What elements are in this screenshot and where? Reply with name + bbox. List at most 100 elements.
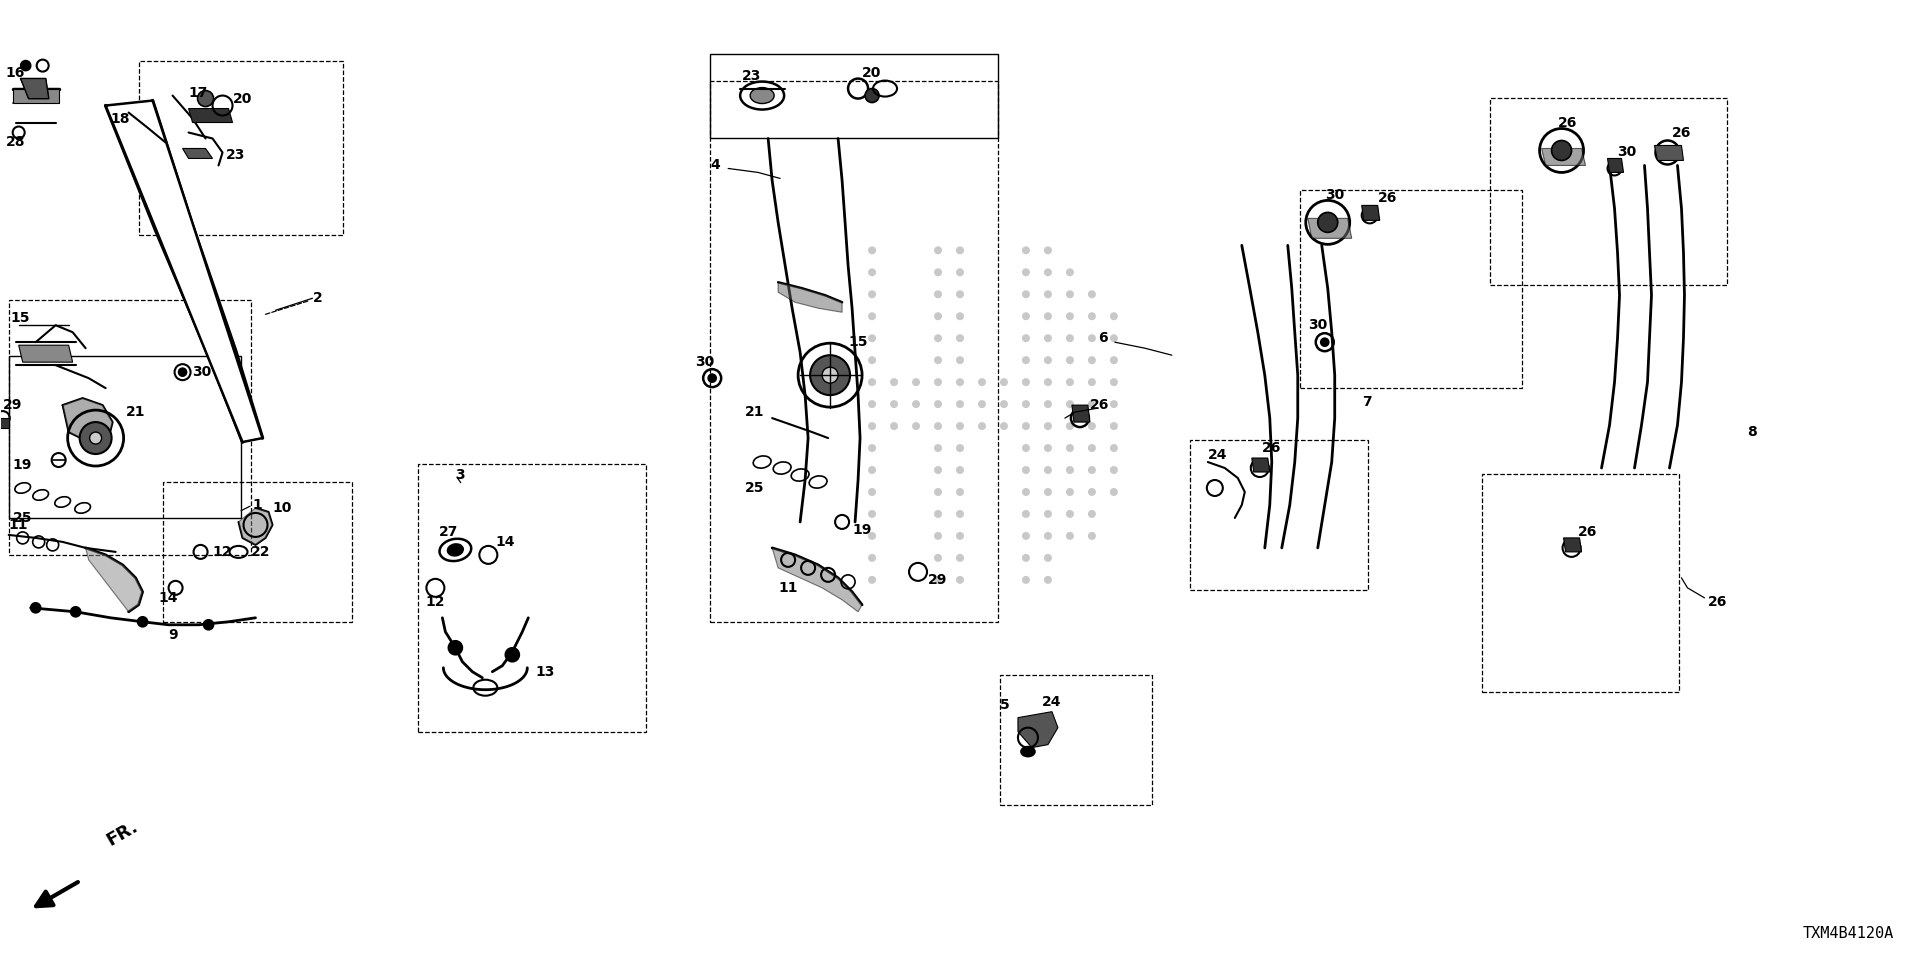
Circle shape [1021, 290, 1029, 299]
Bar [10, 300, 250, 555]
Circle shape [1021, 334, 1029, 342]
Circle shape [977, 422, 987, 430]
Text: 26: 26 [1707, 595, 1726, 609]
Ellipse shape [1021, 747, 1035, 756]
Circle shape [1089, 532, 1096, 540]
Circle shape [71, 607, 81, 617]
Text: 26: 26 [1557, 115, 1576, 130]
Text: FR.: FR. [104, 817, 142, 850]
Circle shape [1066, 356, 1073, 364]
Circle shape [868, 247, 876, 254]
Polygon shape [772, 548, 862, 612]
Circle shape [1021, 356, 1029, 364]
Circle shape [933, 268, 943, 276]
Text: 7: 7 [1361, 396, 1371, 409]
Circle shape [1044, 532, 1052, 540]
Circle shape [956, 400, 964, 408]
Circle shape [977, 378, 987, 386]
Circle shape [868, 268, 876, 276]
Text: 17: 17 [188, 85, 207, 100]
Circle shape [868, 334, 876, 342]
Circle shape [912, 378, 920, 386]
Text: 9: 9 [169, 628, 179, 642]
Circle shape [1089, 510, 1096, 518]
Polygon shape [1563, 538, 1582, 552]
Text: 30: 30 [1617, 146, 1636, 159]
Text: 2: 2 [313, 291, 323, 305]
Circle shape [868, 532, 876, 540]
Text: 30: 30 [1308, 318, 1327, 332]
Circle shape [1044, 488, 1052, 496]
Circle shape [1110, 378, 1117, 386]
Circle shape [1044, 466, 1052, 474]
Circle shape [933, 532, 943, 540]
Circle shape [1110, 400, 1117, 408]
Circle shape [956, 312, 964, 321]
Circle shape [1066, 532, 1073, 540]
Text: 30: 30 [695, 355, 714, 370]
Circle shape [866, 88, 879, 103]
Circle shape [933, 510, 943, 518]
Circle shape [956, 532, 964, 540]
Text: 6: 6 [1098, 331, 1108, 346]
Circle shape [1021, 444, 1029, 452]
Text: 30: 30 [1325, 188, 1344, 203]
Circle shape [1021, 554, 1029, 562]
Circle shape [138, 617, 148, 627]
Circle shape [1021, 378, 1029, 386]
Text: 3: 3 [455, 468, 465, 482]
Text: 28: 28 [6, 135, 25, 150]
Circle shape [1044, 312, 1052, 321]
Text: 29: 29 [927, 573, 947, 587]
Circle shape [1000, 378, 1008, 386]
Circle shape [1089, 312, 1096, 321]
Circle shape [1066, 290, 1073, 299]
Circle shape [1089, 422, 1096, 430]
Polygon shape [63, 398, 113, 442]
Bar [10, 356, 240, 518]
Circle shape [868, 576, 876, 584]
Text: 10: 10 [273, 501, 292, 515]
Text: 25: 25 [745, 481, 764, 495]
Circle shape [891, 378, 899, 386]
Circle shape [868, 488, 876, 496]
Circle shape [1110, 466, 1117, 474]
Circle shape [708, 374, 716, 382]
Circle shape [822, 367, 839, 383]
Text: 26: 26 [1672, 126, 1692, 139]
Circle shape [1021, 247, 1029, 254]
Circle shape [1021, 400, 1029, 408]
Polygon shape [188, 108, 232, 123]
Text: 14: 14 [495, 535, 515, 549]
Circle shape [868, 466, 876, 474]
Circle shape [956, 444, 964, 452]
Text: 22: 22 [250, 545, 271, 559]
Circle shape [1066, 422, 1073, 430]
Circle shape [179, 369, 186, 376]
Bar [1000, 675, 1152, 804]
Circle shape [1021, 312, 1029, 321]
Circle shape [1066, 510, 1073, 518]
Text: 20: 20 [862, 65, 881, 80]
Polygon shape [0, 419, 10, 428]
Text: 18: 18 [111, 111, 131, 126]
Bar [1190, 440, 1367, 589]
Circle shape [868, 290, 876, 299]
Circle shape [956, 247, 964, 254]
Text: 25: 25 [13, 511, 33, 525]
Text: 19: 19 [13, 458, 33, 472]
Circle shape [1066, 268, 1073, 276]
Circle shape [933, 290, 943, 299]
Circle shape [1110, 356, 1117, 364]
Polygon shape [1542, 149, 1586, 165]
Circle shape [1110, 312, 1117, 321]
Circle shape [21, 60, 31, 71]
Text: 21: 21 [125, 405, 146, 420]
Circle shape [933, 334, 943, 342]
Circle shape [956, 488, 964, 496]
Bar [1482, 474, 1680, 692]
Circle shape [933, 488, 943, 496]
Circle shape [933, 247, 943, 254]
Circle shape [1089, 334, 1096, 342]
Text: 12: 12 [213, 545, 232, 559]
